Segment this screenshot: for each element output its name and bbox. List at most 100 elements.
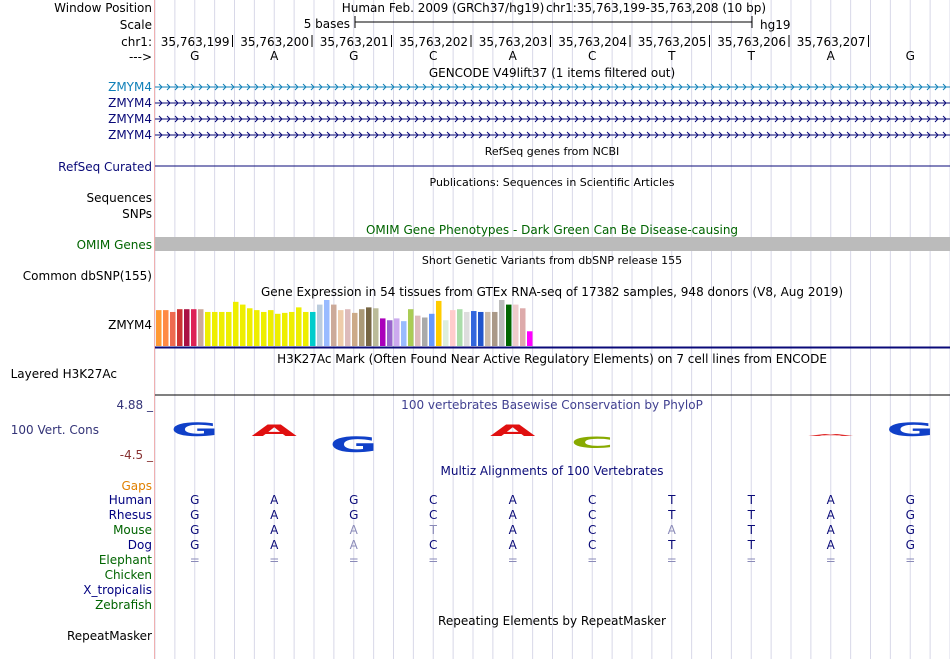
multiz-species-label[interactable]: Elephant	[98, 553, 152, 567]
strand-arrow	[278, 99, 283, 107]
strand-arrow	[310, 99, 315, 107]
strand-arrow	[238, 83, 243, 91]
strand-arrow	[630, 115, 635, 123]
multiz-species-label[interactable]: X_tropicalis	[83, 583, 152, 597]
multiz-species-label[interactable]: Chicken	[104, 568, 152, 582]
strand-arrow	[182, 115, 187, 123]
multiz-base: A	[826, 508, 835, 522]
strand-arrow	[214, 131, 219, 139]
strand-arrow	[902, 83, 907, 91]
strand-arrow	[622, 131, 627, 139]
strand-arrow	[462, 115, 467, 123]
gencode-transcript-label[interactable]: ZMYM4	[108, 80, 152, 94]
strand-arrow	[758, 131, 763, 139]
dbsnp-title[interactable]: Short Genetic Variants from dbSNP releas…	[421, 254, 683, 267]
repeatmasker-title[interactable]: Repeating Elements by RepeatMasker	[438, 614, 666, 628]
gtex-tissue-bar	[492, 311, 498, 346]
gencode-transcript-label[interactable]: ZMYM4	[108, 128, 152, 142]
multiz-title[interactable]: Multiz Alignments of 100 Vertebrates	[440, 464, 664, 478]
strand-arrow	[918, 131, 923, 139]
multiz-base: T	[668, 508, 676, 522]
reference-base: T	[668, 49, 676, 63]
multiz-base: G	[905, 523, 915, 537]
strand-arrow	[790, 83, 795, 91]
phylop-label[interactable]: 100 Vert. Cons	[10, 423, 99, 437]
strand-arrow	[806, 83, 811, 91]
refseq-title[interactable]: RefSeq genes from NCBI	[484, 145, 620, 158]
strand-arrow	[646, 83, 651, 91]
omim-label[interactable]: OMIM Genes	[76, 238, 152, 252]
h3k27ac-label[interactable]: Layered H3K27Ac	[10, 367, 117, 381]
strand-arrow	[302, 99, 307, 107]
strand-arrow	[646, 131, 651, 139]
multiz-base: T	[668, 538, 676, 552]
multiz-species-label[interactable]: Zebrafish	[95, 598, 152, 612]
multiz-species-label[interactable]: Dog	[127, 538, 152, 552]
multiz-base: A	[826, 523, 835, 537]
multiz-base: C	[588, 538, 597, 552]
strand-arrow	[238, 115, 243, 123]
strand-arrow	[478, 99, 483, 107]
strand-arrow	[942, 99, 947, 107]
gencode-transcript-label[interactable]: ZMYM4	[108, 96, 152, 110]
gtex-tissue-bar	[352, 312, 358, 346]
publications-label-sequences[interactable]: Sequences	[86, 191, 152, 205]
strand-arrow	[878, 131, 883, 139]
gtex-label[interactable]: ZMYM4	[108, 318, 152, 332]
publications-title[interactable]: Publications: Sequences in Scientific Ar…	[429, 176, 675, 189]
dbsnp-label[interactable]: Common dbSNP(155)	[22, 269, 152, 283]
gencode-title[interactable]: GENCODE V49lift37 (1 items filtered out)	[428, 66, 676, 80]
strand-arrow	[830, 131, 835, 139]
repeatmasker-label[interactable]: RepeatMasker	[66, 629, 152, 643]
multiz-base: =	[825, 553, 836, 567]
multiz-species-label[interactable]: Human	[108, 493, 152, 507]
reference-base: A	[508, 49, 517, 63]
multiz-species-label[interactable]: Rhesus	[108, 508, 152, 522]
strand-arrow	[550, 83, 555, 91]
multiz-species-label[interactable]: Mouse	[113, 523, 152, 537]
strand-arrow	[822, 99, 827, 107]
h3k27ac-title[interactable]: H3K27Ac Mark (Often Found Near Active Re…	[277, 352, 827, 366]
gtex-tissue-bar	[450, 310, 456, 346]
strand-arrow	[342, 115, 347, 123]
scale-label: Scale	[119, 18, 152, 32]
strand-arrow	[758, 115, 763, 123]
gencode-transcript-label[interactable]: ZMYM4	[108, 112, 152, 126]
strand-arrow	[750, 115, 755, 123]
strand-arrow	[926, 131, 931, 139]
strand-arrow	[454, 83, 459, 91]
strand-arrow	[590, 99, 595, 107]
strand-arrow	[270, 99, 275, 107]
strand-arrow	[558, 131, 563, 139]
position-text[interactable]: chr1:35,763,199-35,763,208 (10 bp)	[545, 1, 767, 15]
strand-arrow	[582, 83, 587, 91]
strand-arrow	[806, 131, 811, 139]
strand-arrow	[670, 131, 675, 139]
omim-title[interactable]: OMIM Gene Phenotypes - Dark Green Can Be…	[365, 223, 739, 237]
strand-arrow	[734, 99, 739, 107]
multiz-base: =	[269, 553, 280, 567]
strand-arrow	[566, 115, 571, 123]
strand-arrow	[166, 83, 171, 91]
strand-arrow	[590, 83, 595, 91]
strand-arrow	[206, 83, 211, 91]
strand-arrow	[686, 115, 691, 123]
strand-arrow	[430, 99, 435, 107]
strand-arrow	[942, 115, 947, 123]
refseq-label[interactable]: RefSeq Curated	[58, 160, 152, 174]
strand-arrow	[334, 115, 339, 123]
phylop-logo-letter: C	[571, 433, 614, 452]
gtex-tissue-bar	[303, 311, 309, 346]
strand-arrow	[294, 115, 299, 123]
strand-arrow	[790, 115, 795, 123]
phylop-title[interactable]: 100 vertebrates Basewise Conservation by…	[401, 398, 703, 412]
strand-arrow	[910, 83, 915, 91]
gtex-title[interactable]: Gene Expression in 54 tissues from GTEx …	[260, 285, 844, 299]
strand-arrow	[726, 99, 731, 107]
strand-arrow	[566, 83, 571, 91]
publications-label-snps[interactable]: SNPs	[122, 207, 152, 221]
strand-arrow	[774, 115, 779, 123]
strand-arrow	[878, 99, 883, 107]
strand-arrow	[462, 131, 467, 139]
strand-arrow	[718, 99, 723, 107]
